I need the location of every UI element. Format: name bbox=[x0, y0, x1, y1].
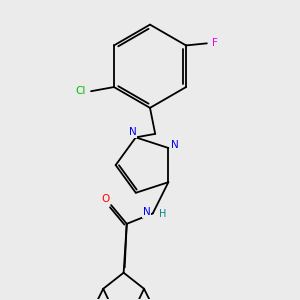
Text: N: N bbox=[142, 207, 150, 218]
Text: O: O bbox=[102, 194, 110, 204]
Text: H: H bbox=[160, 209, 167, 220]
Text: F: F bbox=[212, 38, 218, 48]
Text: N: N bbox=[171, 140, 178, 150]
Text: N: N bbox=[129, 127, 136, 137]
Text: Cl: Cl bbox=[76, 86, 86, 96]
